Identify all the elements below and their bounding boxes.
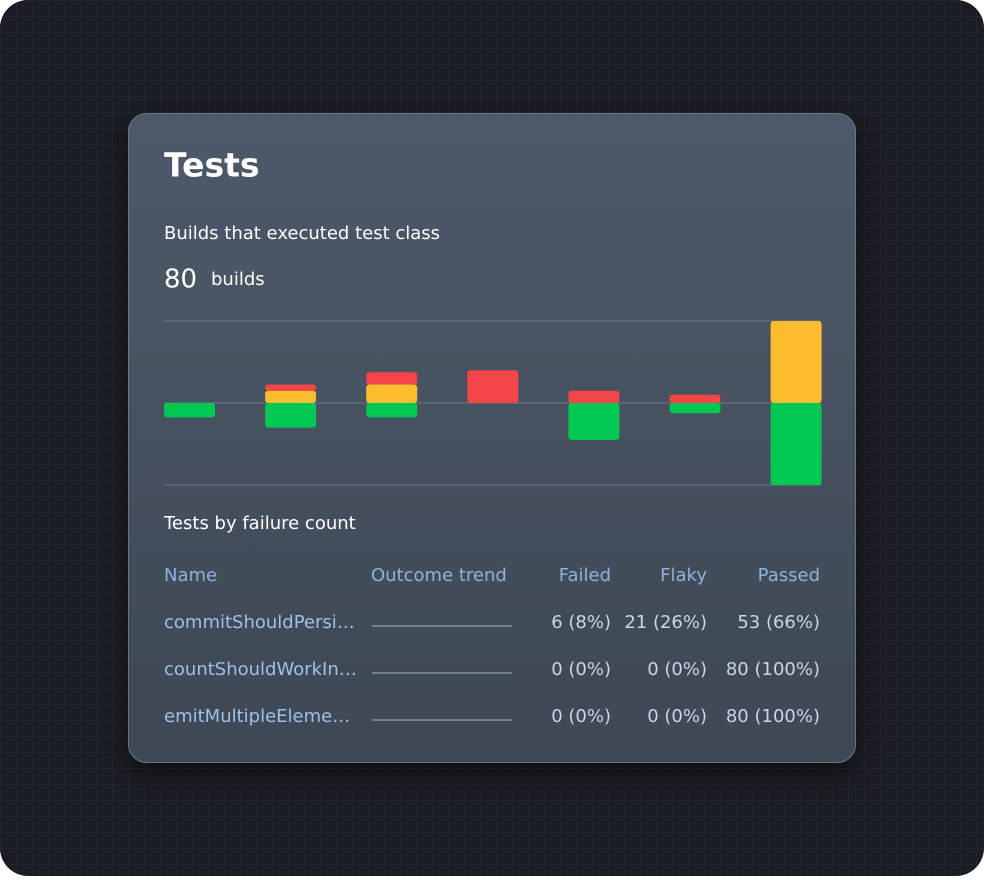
bar	[265, 390, 317, 403]
column-header: Flaky	[660, 565, 707, 586]
cell-failed: 0 (0%)	[551, 659, 611, 680]
bar	[669, 394, 721, 403]
chart-title: Builds that executed test class	[164, 223, 440, 244]
cell-passed: 53 (66%)	[737, 612, 820, 633]
cell-passed: 80 (100%)	[726, 659, 820, 680]
test-name[interactable]: countShouldWorkIn…	[164, 659, 357, 680]
column-header: Outcome trend	[371, 565, 507, 586]
bar	[265, 384, 317, 391]
bar	[568, 403, 620, 440]
card	[128, 113, 856, 763]
bar	[366, 372, 418, 385]
bar	[568, 390, 620, 403]
test-name[interactable]: commitShouldPersi…	[164, 612, 355, 633]
cell-flaky: 21 (26%)	[624, 612, 707, 633]
title: Tests	[164, 146, 260, 185]
cell-flaky: 0 (0%)	[647, 706, 707, 727]
bar	[265, 403, 317, 428]
bar	[366, 384, 418, 403]
bar	[164, 403, 215, 418]
column-header: Passed	[758, 565, 820, 586]
build-count: 80	[164, 265, 197, 295]
cell-failed: 6 (8%)	[551, 612, 611, 633]
bar	[770, 403, 822, 485]
cell-passed: 80 (100%)	[726, 706, 820, 727]
cell-failed: 0 (0%)	[551, 706, 611, 727]
cell-flaky: 0 (0%)	[647, 659, 707, 680]
table-title: Tests by failure count	[163, 513, 356, 534]
test-name[interactable]: emitMultipleEleme…	[164, 706, 350, 727]
build-unit: builds	[211, 269, 265, 290]
bar	[669, 403, 721, 414]
column-header: Name	[164, 565, 217, 586]
bar	[770, 321, 822, 403]
bar	[467, 370, 519, 403]
bar	[366, 403, 418, 418]
column-header: Failed	[559, 565, 611, 586]
